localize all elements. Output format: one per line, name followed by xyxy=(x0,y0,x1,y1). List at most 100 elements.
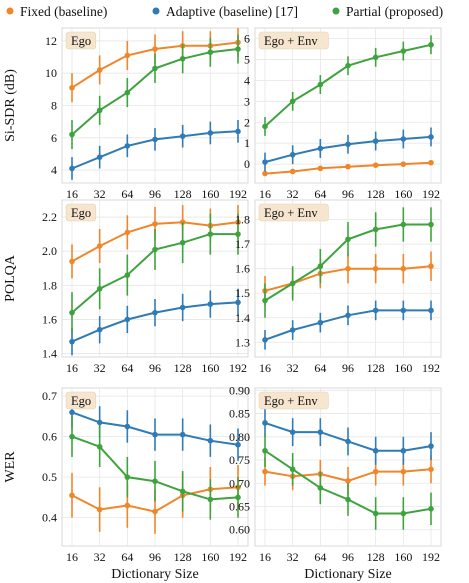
data-point xyxy=(124,229,131,236)
data-point xyxy=(262,420,268,426)
x-tick-label: 160 xyxy=(201,361,219,375)
x-tick-label: 64 xyxy=(314,361,326,375)
data-point xyxy=(289,280,296,287)
data-point xyxy=(400,307,407,314)
data-point xyxy=(235,128,241,135)
data-point xyxy=(317,81,324,88)
data-point xyxy=(317,145,324,152)
x-tick-label: 128 xyxy=(367,361,385,375)
data-point xyxy=(262,468,268,475)
x-tick-label: 192 xyxy=(422,550,440,564)
data-point xyxy=(400,468,407,475)
data-point xyxy=(207,49,214,56)
data-point xyxy=(152,431,158,438)
data-point xyxy=(400,510,407,517)
panel-sisdr-ego-env: 16 32 64 96 128 160 192 0 1 2 3 4 5 6 Ego + Env xyxy=(244,27,442,201)
data-point xyxy=(179,55,186,62)
panel-wer-ego: 16 32 64 96 128 160 192 0.4 0.5 0.6 0.7 Ego WER xyxy=(3,387,249,564)
legend-marker-partial xyxy=(332,7,340,15)
series-wer-ego-2 xyxy=(69,416,241,520)
data-point xyxy=(428,506,434,512)
x-tick-label: 64 xyxy=(314,187,326,201)
y-tick-label: 6 xyxy=(244,31,250,45)
data-point xyxy=(235,299,241,306)
data-point xyxy=(69,433,75,440)
data-point xyxy=(152,221,158,227)
x-tick-label: 32 xyxy=(94,361,106,375)
x-tick-label: 96 xyxy=(342,550,354,564)
data-point xyxy=(372,265,379,272)
data-point xyxy=(317,263,324,270)
y-tick-label: 0.85 xyxy=(229,407,250,421)
x-tick-label: 16 xyxy=(66,361,78,375)
data-point xyxy=(152,508,158,515)
x-tick-label: 16 xyxy=(259,187,271,201)
data-point xyxy=(179,239,186,246)
data-point xyxy=(96,107,103,114)
y-axis-title: POLQA xyxy=(3,254,18,302)
y-tick-label: 1.5 xyxy=(235,286,250,300)
x-tick-label: 16 xyxy=(259,550,271,564)
data-point xyxy=(69,258,75,265)
y-tick-label: 0.90 xyxy=(229,383,250,397)
panel-title: Ego xyxy=(71,34,91,48)
data-point xyxy=(317,319,324,326)
x-tick-label: 96 xyxy=(149,550,161,564)
x-tick-label: 32 xyxy=(287,550,299,564)
data-point xyxy=(235,231,241,237)
data-point xyxy=(235,46,241,52)
x-tick-label: 64 xyxy=(121,361,133,375)
y-tick-label: 1.6 xyxy=(235,262,250,276)
y-tick-label: 4 xyxy=(244,73,250,87)
y-tick-label: 6 xyxy=(51,131,57,145)
data-point xyxy=(345,163,351,170)
data-point xyxy=(400,161,407,167)
series-wer-ego-env-2 xyxy=(262,434,434,530)
y-tick-label: 0.4 xyxy=(42,511,57,525)
data-point xyxy=(428,221,434,228)
data-point xyxy=(428,41,434,48)
x-axis-title-left: Dictionary Size xyxy=(111,567,198,582)
data-point xyxy=(345,141,351,148)
data-point xyxy=(289,98,296,105)
x-tick-label: 96 xyxy=(149,187,161,201)
data-point xyxy=(400,48,407,54)
legend-label-fixed: Fixed (baseline) xyxy=(20,4,107,19)
data-point xyxy=(372,468,379,475)
data-point xyxy=(96,285,103,292)
x-tick-label: 160 xyxy=(201,187,219,201)
data-point xyxy=(152,309,158,316)
data-point xyxy=(152,65,158,72)
x-tick-label: 32 xyxy=(94,187,106,201)
data-point xyxy=(372,226,379,233)
data-point xyxy=(372,510,379,517)
series-polqa-ego-1 xyxy=(69,288,241,356)
series-polqa-ego-2 xyxy=(69,213,241,334)
panel-title: Ego + Env xyxy=(264,206,318,220)
x-tick-label: 16 xyxy=(259,361,271,375)
y-tick-label: 1.8 xyxy=(42,278,57,292)
data-point xyxy=(124,143,131,149)
data-point xyxy=(235,441,241,448)
data-point xyxy=(69,309,75,316)
data-point xyxy=(179,488,186,495)
x-tick-label: 192 xyxy=(229,187,247,201)
x-tick-label: 32 xyxy=(287,187,299,201)
data-point xyxy=(124,89,131,96)
series-sisdr-ego-env-2 xyxy=(262,35,434,136)
panel-polqa-ego: 16 32 64 96 128 160 192 1.4 1.6 1.8 2.0 2.2 Ego POLQA xyxy=(3,199,249,375)
x-tick-label: 160 xyxy=(201,550,219,564)
data-point xyxy=(372,307,379,314)
x-axis-title-right: Dictionary Size xyxy=(304,567,391,582)
data-point xyxy=(345,236,351,243)
data-point xyxy=(400,265,407,272)
x-tick-label: 128 xyxy=(174,361,192,375)
data-point xyxy=(124,316,131,323)
data-point xyxy=(262,123,268,130)
data-point xyxy=(262,170,268,177)
x-tick-label: 128 xyxy=(367,187,385,201)
data-point xyxy=(262,159,268,165)
y-tick-label: 2.2 xyxy=(42,210,57,224)
data-point xyxy=(96,443,103,450)
